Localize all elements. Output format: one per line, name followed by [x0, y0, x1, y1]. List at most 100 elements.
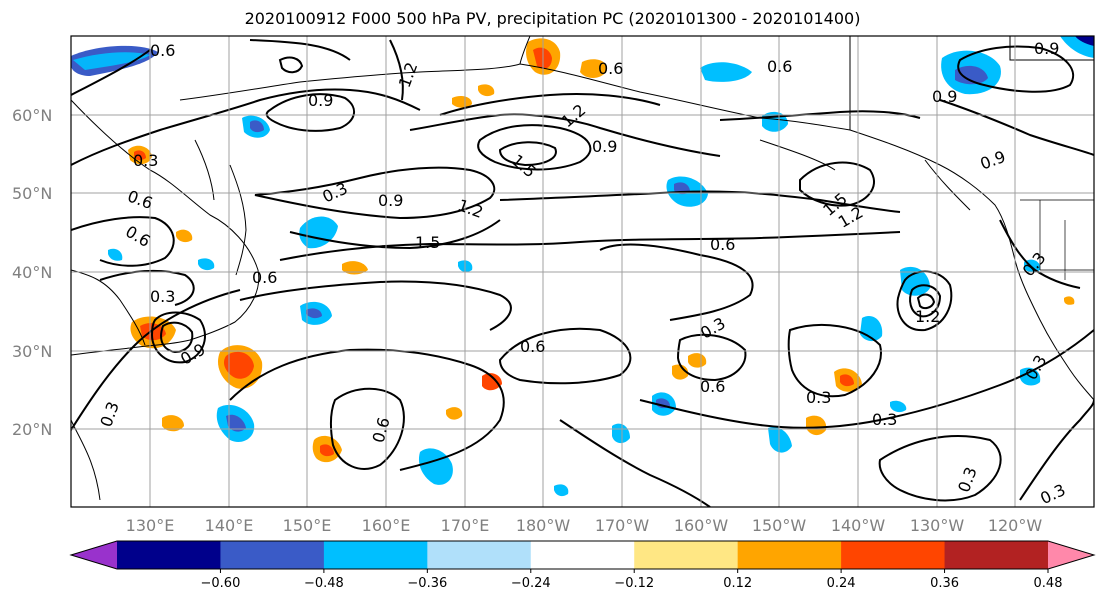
lat-label: 50°N — [12, 184, 52, 203]
contour-label: 0.9 — [592, 137, 617, 156]
latitude-axis: 60°N 50°N 40°N 30°N 20°N — [12, 106, 52, 439]
precip-shading — [71, 36, 1094, 497]
colorbar-tick-label: 0.24 — [827, 576, 856, 591]
coastline — [194, 139, 215, 201]
colorbar-segment — [841, 541, 946, 569]
pv-contour — [719, 110, 921, 121]
colorbar-tick-label: 0.36 — [930, 576, 959, 591]
pv-contour — [229, 348, 505, 471]
pv-contour — [279, 231, 901, 261]
colorbar-tick-label: −0.60 — [201, 576, 241, 591]
contour-label: 0.6 — [252, 268, 277, 287]
colorbar-tick-label: −0.36 — [407, 576, 447, 591]
pv-contour — [278, 56, 304, 74]
pv-contour — [71, 88, 421, 166]
precip-negative-region — [306, 308, 322, 319]
pv-contour — [999, 219, 1081, 289]
pv-contour — [71, 289, 241, 431]
coastline — [759, 139, 836, 171]
contour-label: 0.3 — [806, 388, 831, 407]
precip-positive-region — [482, 373, 502, 391]
pv-contour — [787, 324, 882, 398]
map-frame — [70, 35, 1095, 508]
contour-label: 0.6 — [598, 59, 623, 78]
precip-positive-region — [452, 96, 472, 108]
colorbar-segment — [117, 541, 221, 569]
pv-contour — [896, 270, 953, 332]
precip-negative-region — [955, 65, 988, 85]
pv-contour — [254, 166, 496, 220]
coastline — [519, 36, 531, 65]
lat-label: 30°N — [12, 342, 52, 361]
coastline — [229, 164, 247, 276]
lon-label: 140°W — [831, 516, 886, 535]
pv-contour — [878, 435, 1002, 502]
precip-positive-region — [672, 364, 689, 380]
precip-positive-region — [342, 261, 368, 275]
precip-positive-region — [134, 150, 146, 161]
precip-positive-region — [806, 415, 827, 436]
pv-contour — [909, 284, 942, 318]
lon-label: 130°E — [126, 516, 175, 535]
pv-contour — [916, 293, 936, 310]
precip-negative-region — [226, 414, 246, 432]
lon-label: 130°W — [910, 516, 965, 535]
precip-positive-region — [162, 415, 184, 432]
colorbar-tick-label: 0.12 — [723, 576, 752, 591]
precip-positive-region — [176, 229, 193, 243]
colorbar-segment — [737, 541, 842, 569]
pv-contour — [389, 39, 404, 101]
pv-contour — [239, 280, 512, 331]
colorbar-segment — [634, 541, 739, 569]
state-border — [1020, 199, 1094, 280]
lon-label: 160°E — [362, 516, 411, 535]
colorbar-tick-label: 0.48 — [1034, 576, 1063, 591]
colorbar-segment — [944, 541, 1049, 569]
precip-positive-region — [320, 444, 334, 457]
lat-label: 60°N — [12, 106, 52, 125]
precip-positive-region — [688, 353, 707, 368]
precip-negative-region — [73, 52, 150, 70]
pv-contour — [71, 39, 351, 96]
colorbar: −0.60 −0.48 −0.36 −0.24 −0.12 0.12 0.24 0.36 0.4… — [69, 540, 1096, 591]
pv-contour — [957, 45, 1075, 93]
lon-label: 150°E — [283, 516, 332, 535]
pv-contour — [71, 216, 175, 267]
colorbar-segment — [427, 541, 532, 569]
pv-contour — [1019, 399, 1094, 501]
precip-positive-region — [1064, 296, 1075, 305]
lat-label: 40°N — [12, 263, 52, 282]
precip-positive-region — [580, 59, 607, 78]
pv-contour — [498, 327, 632, 385]
pv-contour — [439, 93, 661, 116]
pv-contour — [939, 99, 1094, 156]
lon-label: 120°W — [988, 516, 1043, 535]
colorbar-outline — [69, 540, 1096, 570]
contour-label: 0.3 — [872, 410, 897, 429]
pv-contour — [499, 190, 901, 213]
contour-label: 0.9 — [1034, 39, 1059, 58]
precip-negative-region — [1020, 367, 1041, 386]
map-title: 2020100912 F000 500 hPa PV, precipitatio… — [244, 9, 861, 28]
precip-negative-region — [250, 120, 264, 133]
lon-label: 170°E — [441, 516, 490, 535]
contour-label: 0.6 — [520, 337, 545, 356]
coastline — [179, 63, 1094, 401]
pv-contour — [160, 321, 194, 354]
precip-negative-region — [198, 258, 215, 271]
longitude-axis: 130°E 140°E 150°E 160°E 170°E 180°W 170°… — [126, 516, 1043, 535]
pv-contours — [71, 39, 1094, 507]
precip-positive-region — [840, 374, 854, 387]
contour-label: 0.6 — [150, 41, 175, 60]
colorbar-tick-label: −0.48 — [304, 576, 344, 591]
contour-label: 0.6 — [710, 235, 735, 254]
coastline — [924, 159, 971, 211]
coastline — [71, 269, 146, 346]
precip-negative-region — [890, 400, 907, 413]
pv-contour — [289, 219, 501, 250]
pv-contour — [799, 161, 875, 207]
precip-negative-region — [1075, 36, 1094, 46]
precip-negative-region — [108, 248, 123, 261]
pv-contour — [599, 243, 754, 321]
pv-contour — [329, 387, 405, 470]
